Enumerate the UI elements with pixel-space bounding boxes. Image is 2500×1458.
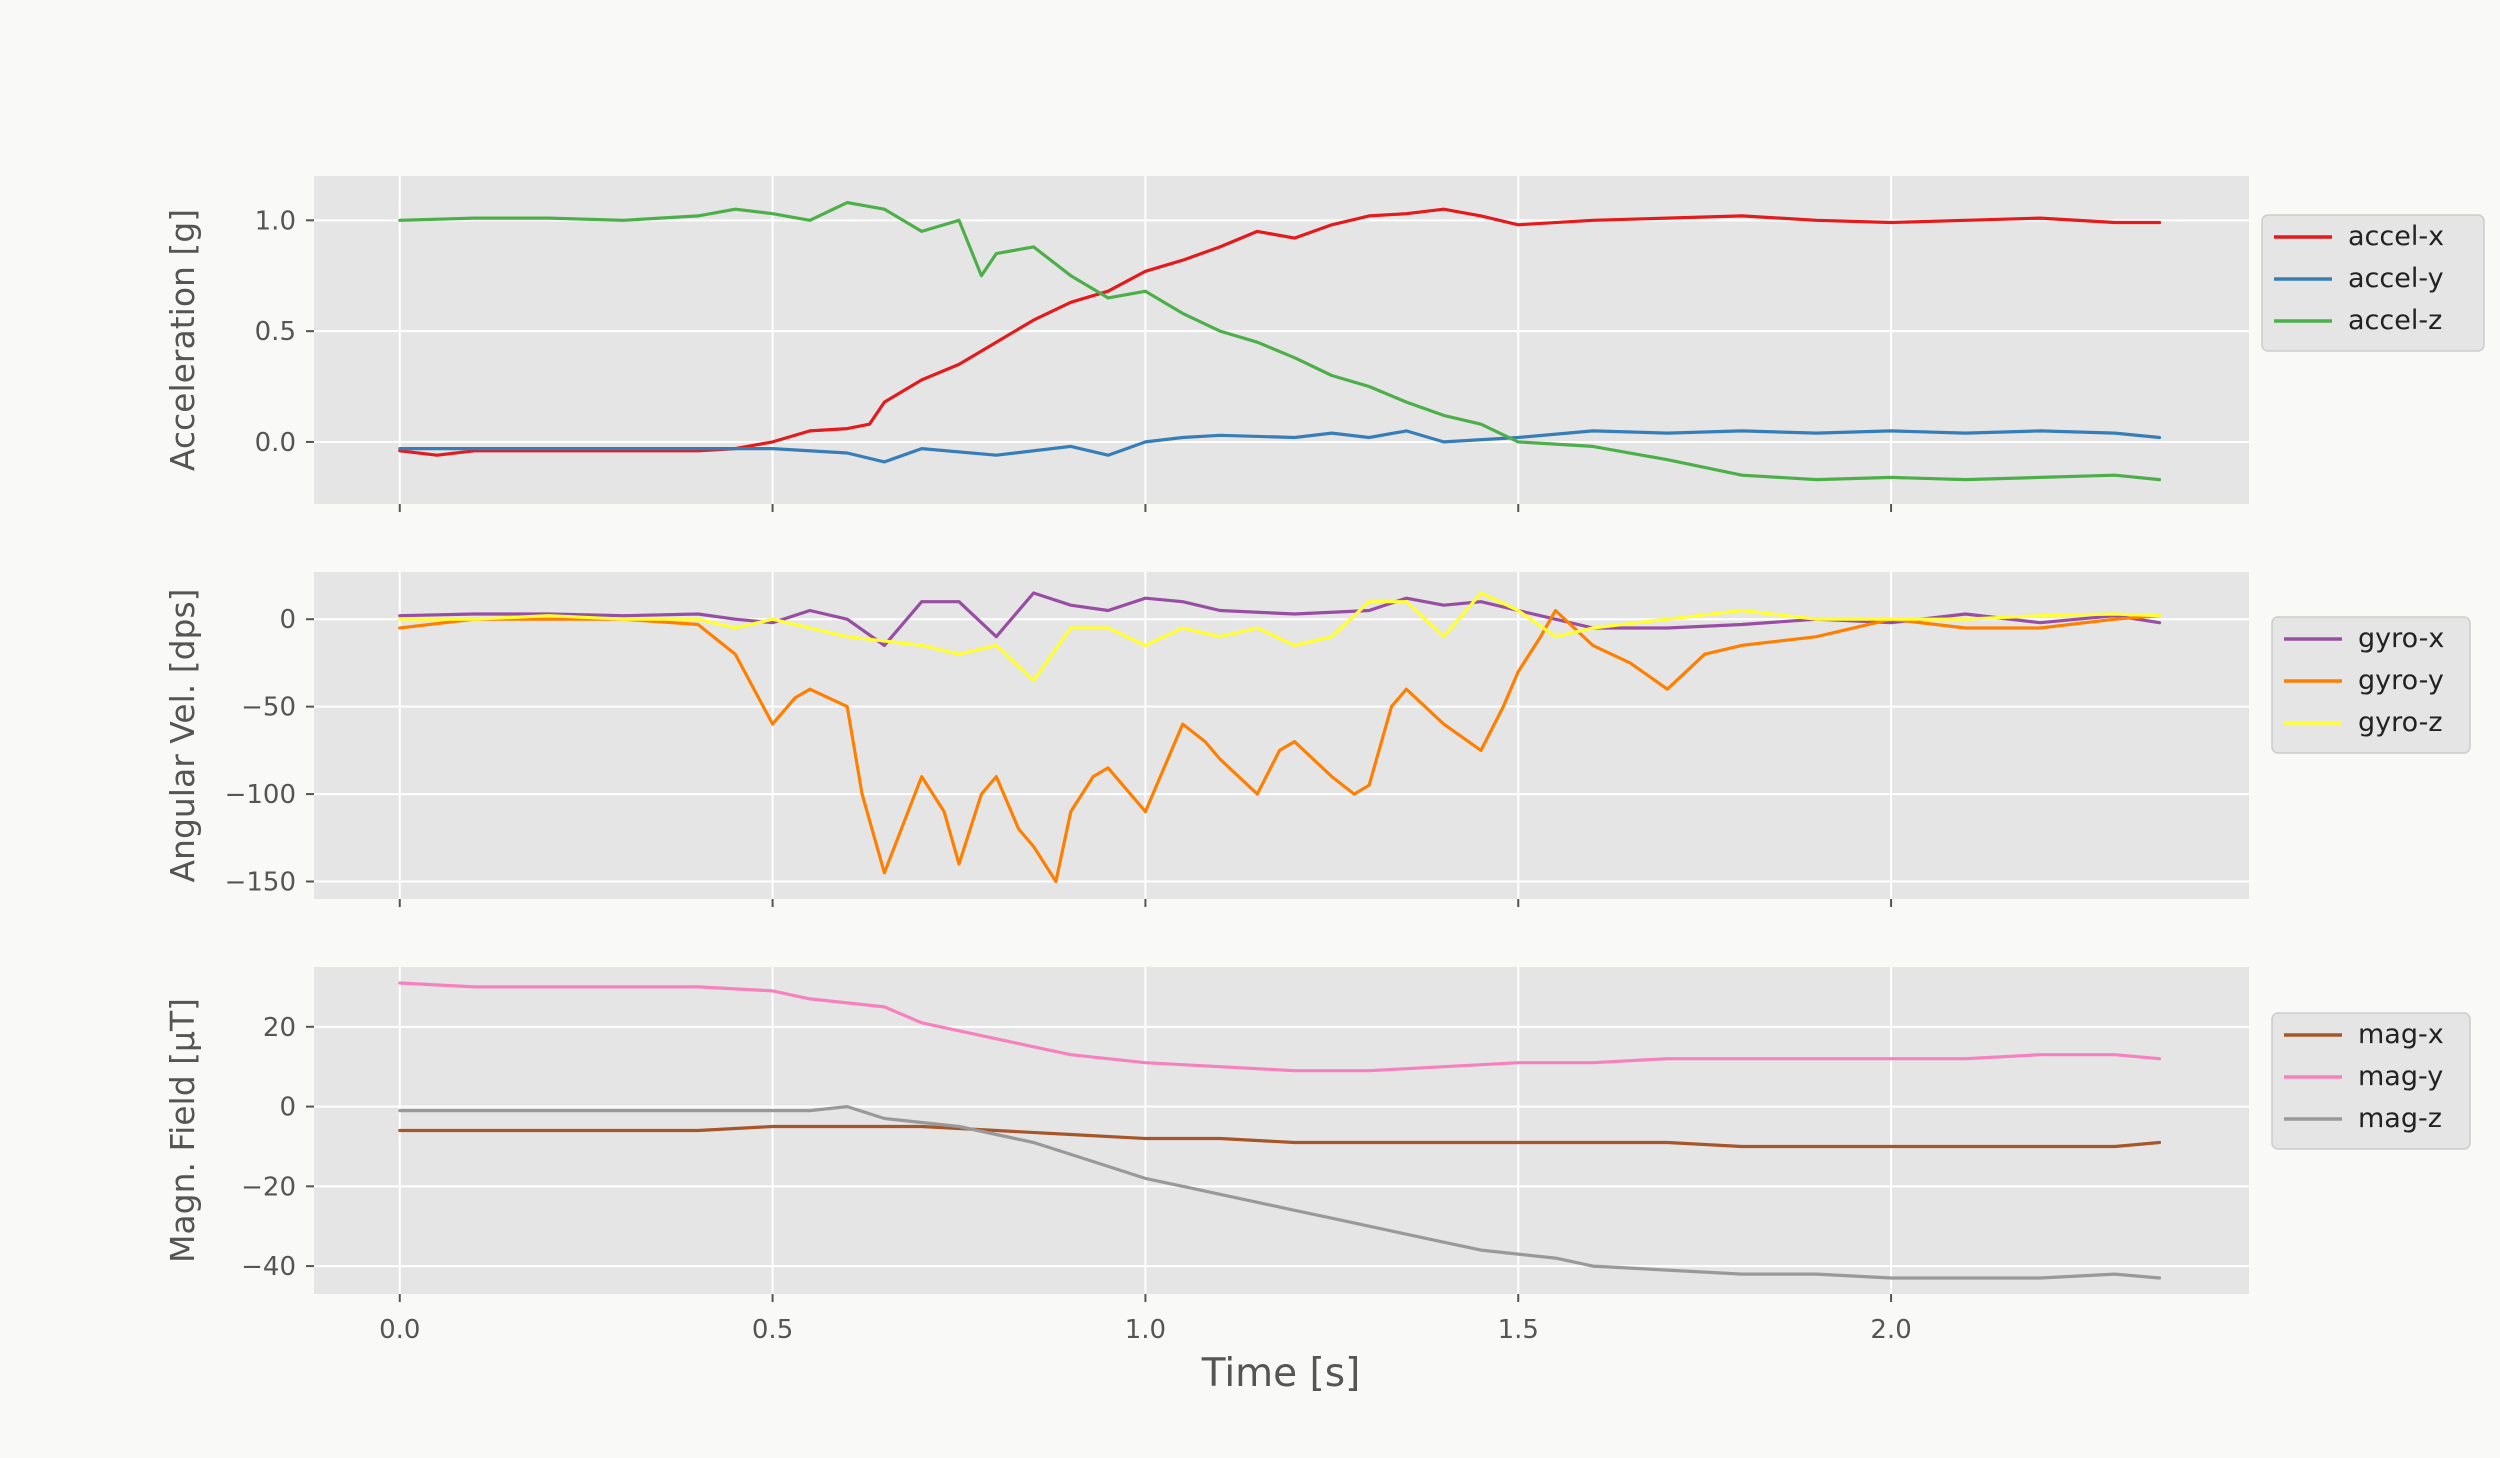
y-tick-label: −50 <box>241 693 296 723</box>
y-tick-label: 1.0 <box>255 206 296 236</box>
legend-label-gyro-z: gyro-z <box>2358 707 2443 738</box>
x-tick-label: 2.0 <box>1870 1315 1911 1345</box>
plot-area <box>314 572 2249 899</box>
legend-label-mag-y: mag-y <box>2358 1061 2443 1092</box>
series-line-accel-z <box>398 201 2162 482</box>
plot-area <box>314 176 2249 504</box>
magnetic-field-panel: 0.0 0.5 1.0 1.5 2.0 20 0 −20 −40 Magn. Field [µT]… <box>163 967 2471 1345</box>
legend-label-accel-z: accel-z <box>2348 305 2442 336</box>
legend-box <box>2271 1012 2471 1150</box>
y-axis-label: Angular Vel. [dps] <box>163 588 202 882</box>
x-axis-label: Time [s] <box>1201 1351 1361 1396</box>
y-tick-label: −20 <box>241 1172 296 1202</box>
legend-box <box>2271 616 2471 754</box>
legend-box <box>2261 214 2485 352</box>
y-tick-label: 0.5 <box>255 317 296 347</box>
legend-label-accel-x: accel-x <box>2348 221 2444 252</box>
acceleration-panel: 0.0 0.5 1.0 Acceleration [g] accel-x accel-y a… <box>163 176 2485 512</box>
y-tick-label: 0 <box>279 1093 296 1123</box>
x-tick-label: 1.5 <box>1498 1315 1539 1345</box>
series-line-mag-x <box>398 1124 2162 1149</box>
y-tick-label: 20 <box>263 1013 296 1043</box>
series-line-gyro-y <box>398 608 2162 884</box>
legend-label-mag-x: mag-x <box>2358 1019 2444 1050</box>
y-axis-label: Acceleration [g] <box>163 209 202 471</box>
legend-label-mag-z: mag-z <box>2358 1103 2442 1134</box>
series-line-accel-y <box>398 429 2162 464</box>
series-line-mag-y <box>398 981 2162 1073</box>
y-tick-label: 0.0 <box>255 428 296 458</box>
series-line-gyro-z <box>398 591 2162 683</box>
angular-velocity-panel: 0 −50 −100 −150 Angular Vel. [dps] gyro-x gyro… <box>163 572 2471 907</box>
y-axis-label: Magn. Field [µT] <box>163 998 202 1263</box>
y-tick-label: −100 <box>225 780 296 810</box>
legend-label-gyro-y: gyro-y <box>2358 665 2444 696</box>
legend-label-gyro-x: gyro-x <box>2358 623 2444 654</box>
y-tick-label: −40 <box>241 1252 296 1282</box>
legend-label-accel-y: accel-y <box>2348 263 2444 294</box>
x-tick-label: 0.0 <box>379 1315 420 1345</box>
x-tick-label: 0.5 <box>752 1315 793 1345</box>
y-tick-label: 0 <box>279 605 296 635</box>
series-line-mag-z <box>398 1104 2162 1280</box>
x-tick-label: 1.0 <box>1125 1315 1166 1345</box>
y-tick-label: −150 <box>225 868 296 898</box>
